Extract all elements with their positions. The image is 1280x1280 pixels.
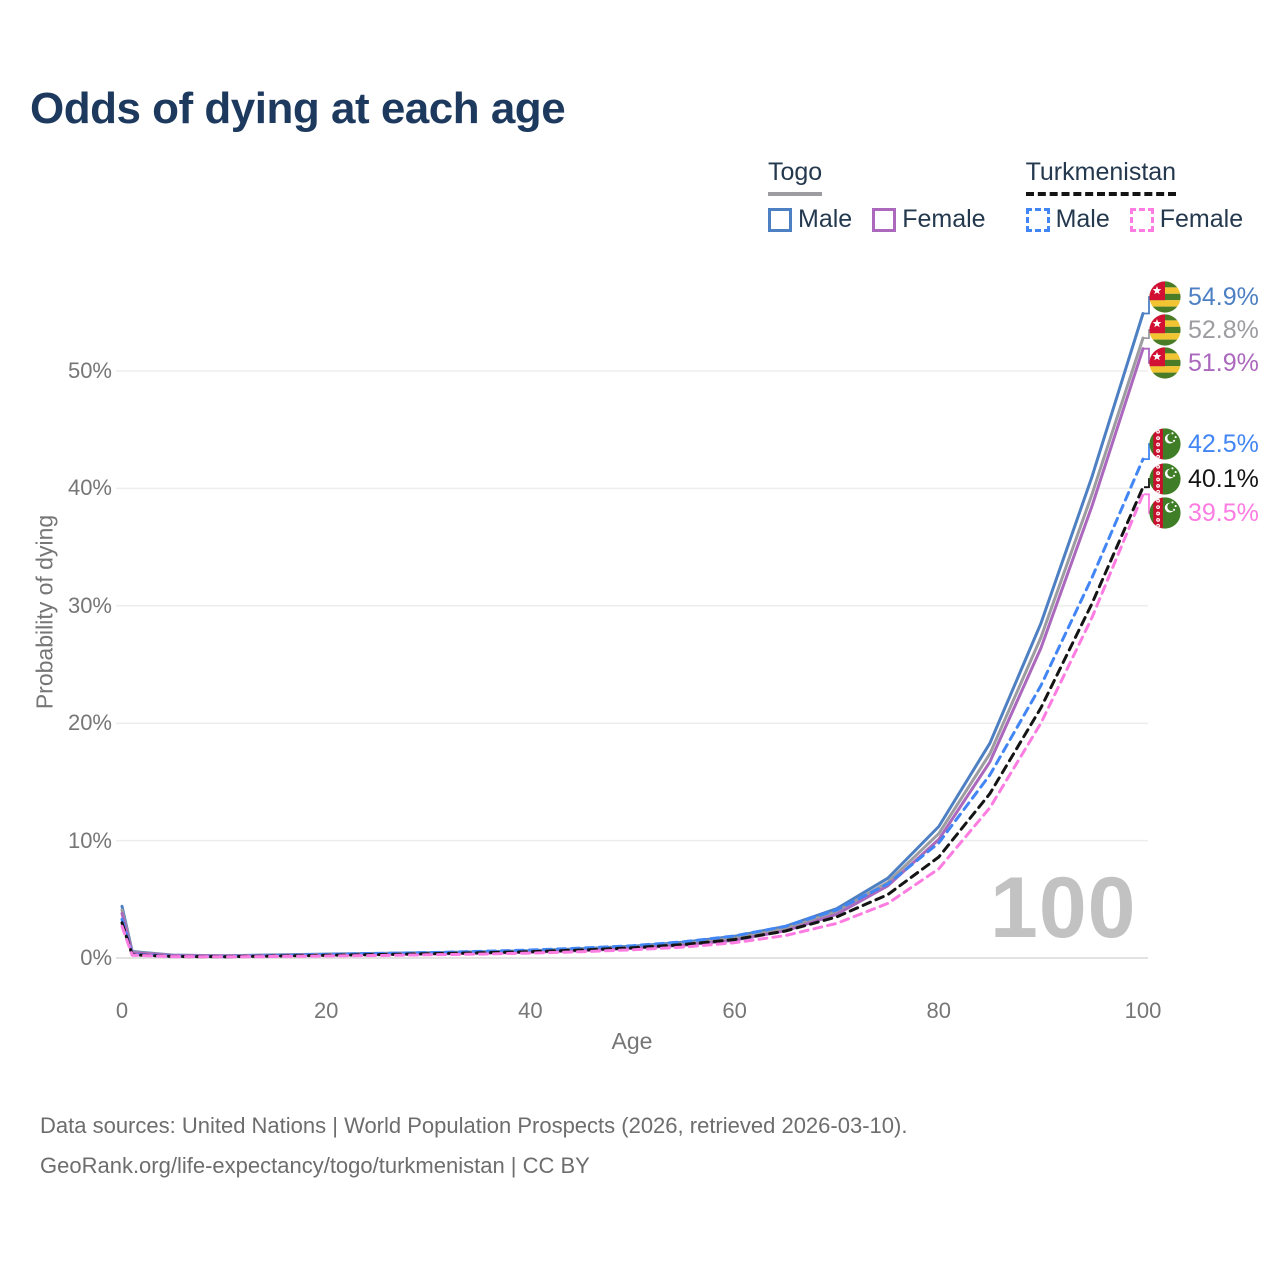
turkmenistan-female-swatch (1129, 207, 1154, 232)
togo-flag-icon (1149, 347, 1181, 379)
page-title: Odds of dying at each age (30, 84, 566, 133)
legend-label-togo-female: Female (902, 205, 986, 233)
togo-flag-icon (1149, 314, 1181, 346)
legend-group-togo: Togo Male Female (768, 158, 986, 234)
y-tick-label: 40% (67, 475, 112, 501)
hover-age-watermark: 100 (990, 860, 1137, 956)
end-value: 52.8% (1188, 315, 1259, 344)
x-tick-label: 60 (722, 998, 747, 1023)
legend-label-turkmenistan-female: Female (1159, 205, 1244, 233)
y-axis-title: Probability of dying (31, 514, 58, 710)
data-sources-text: Data sources: United Nations | World Pop… (40, 1113, 908, 1138)
togo-male-swatch (768, 207, 792, 232)
x-tick-label: 40 (518, 998, 543, 1023)
y-tick-label: 0% (80, 945, 112, 970)
turkmenistan-male-swatch (1025, 207, 1050, 232)
end-value: 40.1% (1188, 464, 1259, 493)
end-label-togo-female: 51.9% (1149, 347, 1259, 379)
legend-group-turkmenistan: Turkmenistan Male Female (1025, 158, 1244, 234)
legend-item-turkmenistan-male[interactable]: Male (1025, 205, 1110, 234)
x-tick-label: 20 (313, 998, 339, 1023)
legend-item-turkmenistan-female[interactable]: Female (1129, 205, 1244, 234)
end-label-turkmenistan-female: 39.5% (1149, 497, 1259, 529)
legend-togo-title[interactable]: Togo (768, 158, 823, 196)
y-tick-label: 30% (67, 592, 112, 618)
legend-turkmenistan-title[interactable]: Turkmenistan (1025, 158, 1177, 196)
y-tick-label: 20% (67, 710, 112, 736)
end-value: 39.5% (1188, 498, 1259, 527)
end-label-togo-male: 54.9% (1149, 281, 1259, 313)
turkmenistan-flag-icon (1149, 497, 1181, 529)
end-label-turkmenistan-male: 42.5% (1149, 428, 1259, 460)
legend-label-turkmenistan-male: Male (1055, 205, 1110, 233)
end-value: 51.9% (1188, 348, 1259, 377)
end-value: 42.5% (1188, 429, 1259, 458)
end-label-turkmenistan: 40.1% (1149, 463, 1259, 495)
y-tick-label: 50% (67, 358, 112, 383)
legend-item-togo-male[interactable]: Male (768, 205, 852, 234)
legend-item-togo-female[interactable]: Female (872, 205, 986, 234)
x-tick-label: 0 (115, 998, 129, 1023)
footer: Data sources: United Nations | World Pop… (40, 1106, 907, 1186)
legend: Togo Male Female Turkmenistan Male (768, 158, 1243, 234)
turkmenistan-flag-icon (1149, 428, 1181, 460)
turkmenistan-flag-icon (1149, 463, 1181, 495)
x-tick-label: 100 (1124, 998, 1162, 1023)
end-value: 54.9% (1188, 282, 1259, 311)
y-tick-label: 10% (67, 827, 112, 853)
x-axis-title: Age (611, 1028, 653, 1054)
x-tick-label: 80 (926, 998, 952, 1023)
end-label-togo: 52.8% (1149, 314, 1259, 346)
attribution-text: GeoRank.org/life-expectancy/togo/turkmen… (40, 1153, 590, 1178)
togo-flag-icon (1149, 281, 1181, 313)
legend-label-togo-male: Male (798, 205, 853, 233)
togo-female-swatch (872, 207, 897, 232)
